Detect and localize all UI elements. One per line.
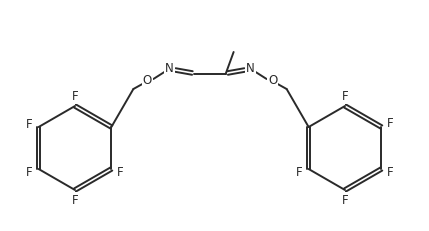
Text: F: F (72, 89, 79, 103)
Text: F: F (26, 118, 33, 131)
Text: F: F (387, 165, 394, 179)
Text: O: O (268, 75, 277, 88)
Text: F: F (117, 165, 124, 179)
Text: F: F (26, 165, 33, 179)
Text: F: F (341, 194, 348, 207)
Text: O: O (143, 75, 152, 88)
Text: F: F (296, 165, 303, 179)
Text: F: F (72, 194, 79, 207)
Text: F: F (341, 89, 348, 103)
Text: F: F (387, 118, 394, 131)
Text: N: N (165, 63, 174, 76)
Text: N: N (246, 63, 255, 76)
